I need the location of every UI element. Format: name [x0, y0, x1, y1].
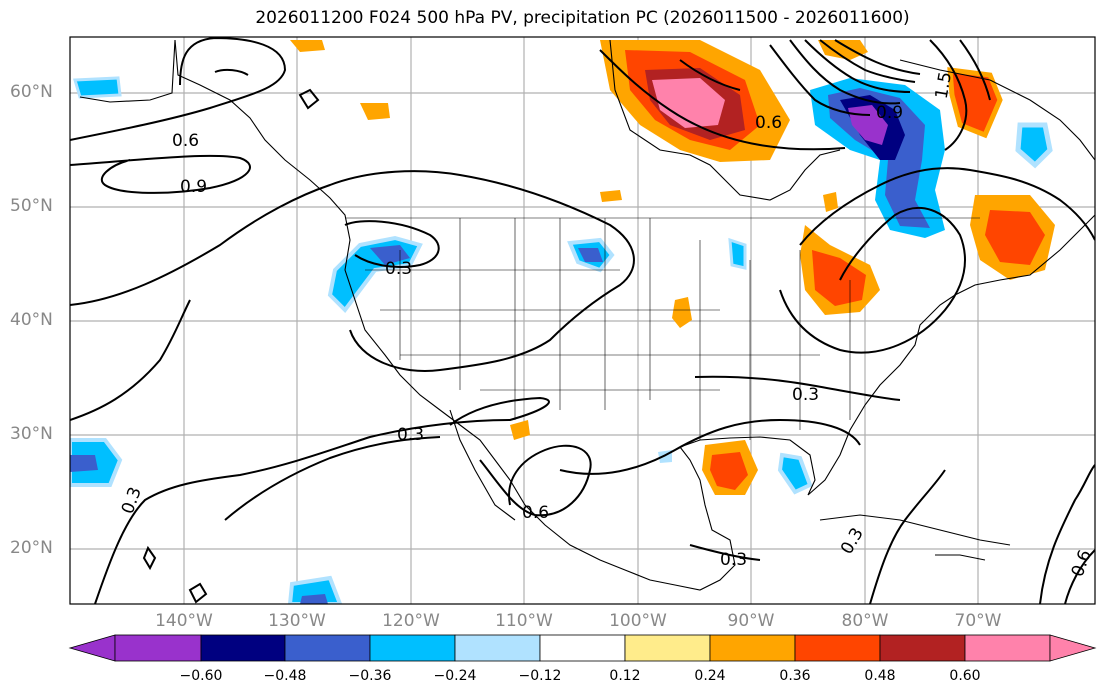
- colorbar-bin: [114, 634, 202, 662]
- colorbar-tick: 0.24: [694, 668, 726, 684]
- colorbar-tick: −0.36: [348, 668, 392, 684]
- contour-label: 0.6: [755, 113, 782, 133]
- colorbar-tick: −0.12: [518, 668, 562, 684]
- contour-labels: 0.6 0.9 0.3 0.3 0.3 0.6 0.3 0.3 0.9 1.5 …: [118, 70, 1095, 579]
- pv-contours: [70, 37, 1095, 604]
- precip-negative-regions: [70, 76, 1053, 604]
- map-title: 2026011200 F024 500 hPa PV, precipitatio…: [255, 8, 910, 28]
- map-frame: [69, 36, 1096, 605]
- precip-canada-small: [600, 190, 622, 202]
- colorbar-bin: [284, 634, 371, 662]
- precip-newfoundland: [1015, 122, 1053, 169]
- precip-ontario-small: [823, 192, 838, 212]
- colorbar-bin: [539, 634, 626, 662]
- contour-label: 1.5: [932, 70, 956, 100]
- contour-label: 0.6: [522, 503, 549, 523]
- lon-label-70w: 70°W: [954, 611, 1002, 631]
- contour-label: 0.9: [876, 103, 903, 123]
- colorbar-bin: [369, 634, 456, 662]
- precip-pacific-sw-inner: [70, 455, 98, 472]
- precip-ohio-valley: [728, 237, 747, 270]
- lat-label-60n: 60°N: [10, 82, 53, 102]
- contour-label: 0.9: [180, 177, 207, 197]
- lon-label-140w: 140°W: [155, 611, 213, 631]
- contour-label: 0.3: [397, 425, 424, 445]
- precip-positive-regions: [290, 40, 1055, 495]
- lat-label-20n: 20°N: [10, 538, 53, 558]
- lon-label-130w: 130°W: [268, 611, 326, 631]
- contour-label: 0.6: [172, 131, 199, 151]
- colorbar-tick: 0.48: [864, 668, 896, 684]
- precip-alaska: [73, 76, 122, 99]
- lon-label-120w: 120°W: [382, 611, 440, 631]
- colorbar-tick: 0.12: [609, 668, 641, 684]
- colorbar-tick: 0.36: [779, 668, 811, 684]
- colorbar: [68, 634, 1097, 662]
- colorbar-bin: [454, 634, 541, 662]
- colorbar-bin: [200, 634, 286, 662]
- colorbar-bin: [964, 634, 1051, 662]
- colorbar-bin: [794, 634, 881, 662]
- lon-label-90w: 90°W: [727, 611, 775, 631]
- precip-hudson-core: [652, 78, 725, 128]
- lon-label-80w: 80°W: [841, 611, 889, 631]
- colorbar-tick: −0.60: [179, 668, 223, 684]
- colorbar-bin: [624, 634, 711, 662]
- colorbar-low-extension: [68, 634, 116, 662]
- lat-label-30n: 30°N: [10, 424, 53, 444]
- precip-montana-inner: [578, 248, 603, 262]
- contour-label: 0.3: [720, 550, 747, 570]
- state-borders: [345, 217, 980, 440]
- colorbar-bin: [879, 634, 966, 662]
- colorbar-tick: 0.60: [949, 668, 981, 684]
- precip-newengland-inner: [985, 210, 1045, 265]
- precip-gulf-east: [777, 452, 813, 495]
- precip-mexico-small: [510, 420, 530, 440]
- lon-label-100w: 100°W: [609, 611, 667, 631]
- precip-north-small-3: [290, 40, 325, 52]
- colorbar-bin: [709, 634, 796, 662]
- precip-north-small-2: [818, 40, 868, 60]
- precip-pacific-south-inner: [300, 594, 328, 604]
- precip-north-small-1: [360, 103, 390, 120]
- precip-gulf-inner: [710, 452, 748, 490]
- contour-label: 0.3: [792, 385, 819, 405]
- colorbar-tick: −0.24: [433, 668, 477, 684]
- precip-midwest-small: [672, 297, 692, 328]
- precip-greatlakes-inner: [812, 250, 866, 306]
- lat-label-40n: 40°N: [10, 310, 53, 330]
- lat-label-50n: 50°N: [10, 196, 53, 216]
- colorbar-tick: −0.48: [263, 668, 307, 684]
- colorbar-high-extension: [1049, 634, 1097, 662]
- contour-label: 0.3: [385, 259, 412, 279]
- coastlines: [79, 39, 1095, 591]
- precip-labrador: [947, 67, 1003, 139]
- lon-label-110w: 110°W: [495, 611, 553, 631]
